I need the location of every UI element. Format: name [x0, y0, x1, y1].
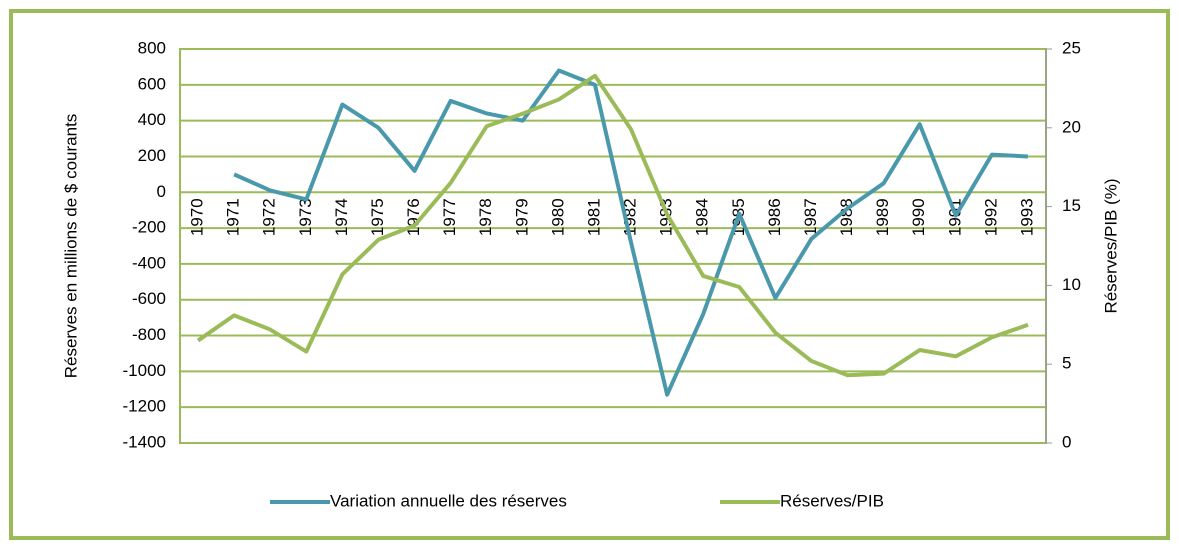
- x-tick-label: 1971: [224, 198, 243, 236]
- x-tick-label: 1970: [188, 198, 207, 236]
- x-tick-label: 1972: [260, 198, 279, 236]
- x-tick-label: 1982: [621, 198, 640, 236]
- x-tick-label: 1987: [801, 198, 820, 236]
- y-tick-label: 600: [138, 74, 166, 93]
- x-tick-label: 1974: [332, 198, 351, 236]
- x-tick-label: 1983: [657, 198, 676, 236]
- x-tick-label: 1989: [873, 198, 892, 236]
- y2-tick-label: 5: [1062, 354, 1071, 373]
- y-tick-label: 800: [138, 38, 166, 57]
- legend-label: Réserves/PIB: [780, 491, 884, 510]
- x-tick-label: 1984: [693, 198, 712, 236]
- x-tick-label: 1980: [548, 198, 567, 236]
- x-tick-label: 1978: [476, 198, 495, 236]
- y-tick-label: -200: [132, 218, 166, 237]
- y-tick-label: 400: [138, 110, 166, 129]
- y-tick-label: -600: [132, 289, 166, 308]
- x-tick-label: 1973: [296, 198, 315, 236]
- x-tick-label: 1986: [765, 198, 784, 236]
- series-line: [233, 68, 1029, 397]
- y-tick-label: -1400: [123, 432, 166, 451]
- y-tick-label: 0: [157, 182, 166, 201]
- y2-tick-label: 25: [1062, 38, 1081, 57]
- x-tick-label: 1979: [512, 198, 531, 236]
- y-tick-label: -800: [132, 325, 166, 344]
- y2-tick-label: 0: [1062, 432, 1071, 451]
- y2-tick-label: 20: [1062, 117, 1081, 136]
- x-tick-label: 1993: [1017, 198, 1036, 236]
- series-line: [196, 73, 1029, 378]
- y-tick-label: -400: [132, 253, 166, 272]
- y2-tick-label: 15: [1062, 196, 1081, 215]
- y-tick-label: -1000: [123, 361, 166, 380]
- chart-frame: [9, 9, 1170, 540]
- x-tick-label: 1992: [981, 198, 1000, 236]
- x-tick-label: 1981: [584, 198, 603, 236]
- x-tick-label: 1990: [909, 198, 928, 236]
- y2-tick-label: 10: [1062, 275, 1081, 294]
- x-tick-label: 1975: [368, 198, 387, 236]
- legend-label: Variation annuelle des réserves: [330, 491, 567, 510]
- y-tick-label: 200: [138, 146, 166, 165]
- y2-axis-title: Réserves/PIB (%): [1101, 178, 1120, 313]
- y-tick-label: -1200: [123, 397, 166, 416]
- y-axis-title: Réserves en millions de $ courants: [61, 114, 80, 379]
- x-tick-label: 1977: [440, 198, 459, 236]
